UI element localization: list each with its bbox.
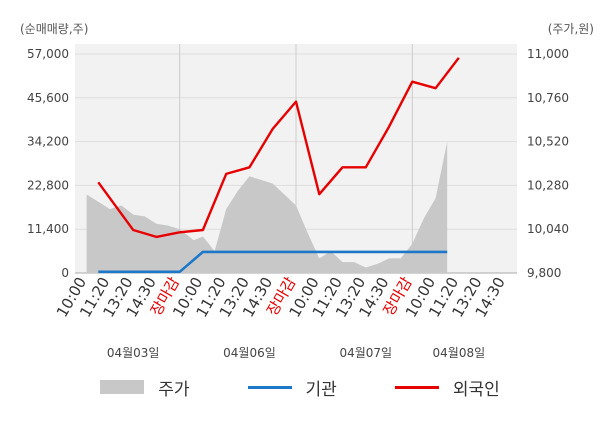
- right-tick-label: 10,520: [527, 135, 569, 149]
- left-tick-label: 34,200: [27, 135, 69, 149]
- right-tick-label: 9,800: [527, 266, 561, 280]
- date-labels: 04월03일 04월06일 04월07일 04월08일: [107, 346, 485, 360]
- legend-swatch-price: [100, 380, 145, 394]
- left-axis: 57,000 45,600 34,200 22,800 11,400 0: [27, 47, 69, 280]
- series-line-foreign: [97, 57, 460, 239]
- legend-label-institution: 기관: [305, 379, 337, 400]
- legend-swatch-institution: [247, 385, 292, 389]
- price-area-layer: [86, 141, 448, 273]
- date-label: 04월03일: [107, 346, 160, 360]
- date-label: 04월07일: [339, 346, 392, 360]
- legend-item-foreign: 외국인: [394, 375, 500, 400]
- date-label: 04월08일: [433, 346, 486, 360]
- legend-label-price: 주가: [158, 379, 190, 400]
- series-line-institution: [98, 250, 448, 274]
- series-area-price: [86, 141, 448, 273]
- left-tick-label: 0: [61, 266, 69, 280]
- legend-item-institution: 기관: [247, 375, 337, 400]
- right-tick-label: 10,040: [527, 222, 569, 236]
- legend: 주가 기관 외국인: [0, 372, 600, 402]
- legend-label-foreign: 외국인: [452, 379, 500, 400]
- left-tick-label: 11,400: [27, 222, 69, 236]
- legend-item-price: 주가: [100, 375, 190, 400]
- right-axis: 11,000 10,760 10,520 10,280 10,040 9,800: [527, 47, 569, 280]
- left-tick-label: 45,600: [27, 91, 69, 105]
- left-axis-unit: (순매매량,주): [20, 22, 88, 36]
- series-lines: [97, 57, 460, 274]
- legend-swatch-foreign: [394, 385, 439, 389]
- right-tick-label: 11,000: [527, 47, 569, 61]
- right-tick-label: 10,760: [527, 91, 569, 105]
- left-tick-label: 22,800: [27, 178, 69, 192]
- right-tick-label: 10,280: [527, 178, 569, 192]
- x-axis: 10:0011:2013:2014:30장마감10:0011:2013:2014…: [53, 274, 509, 321]
- left-tick-label: 57,000: [27, 47, 69, 61]
- date-label: 04월06일: [223, 346, 276, 360]
- right-axis-unit: (주가,원): [548, 22, 594, 36]
